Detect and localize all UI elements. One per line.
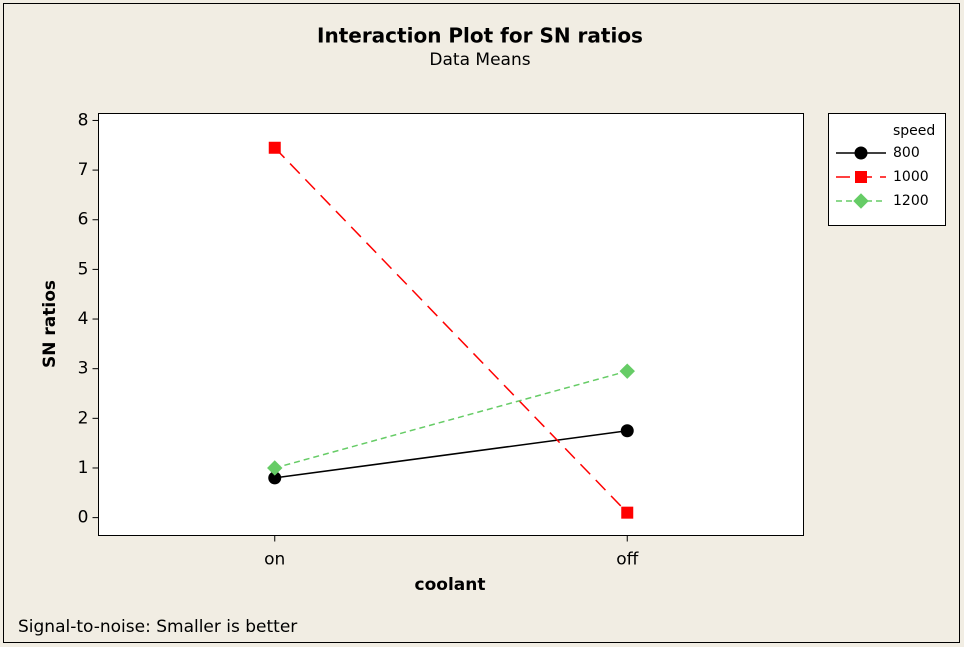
y-tick-label: 8 <box>78 110 89 130</box>
chart-subtitle: Data Means <box>429 50 530 70</box>
marker <box>267 460 283 476</box>
series-line <box>274 370 628 469</box>
marker <box>853 193 869 209</box>
marker <box>855 171 867 183</box>
y-tick-label: 6 <box>78 210 89 230</box>
legend-label: 1000 <box>893 169 929 185</box>
chart-title: Interaction Plot for SN ratios <box>317 24 643 48</box>
y-tick-label: 1 <box>78 458 89 478</box>
marker <box>854 146 868 160</box>
legend-box <box>828 113 946 226</box>
x-axis-label: coolant <box>415 575 486 595</box>
plot-area <box>98 113 804 536</box>
legend-title: speed <box>893 123 935 139</box>
y-tick-label: 5 <box>78 259 89 279</box>
marker <box>621 506 634 519</box>
marker <box>620 424 634 438</box>
y-tick-label: 3 <box>78 359 89 379</box>
legend-label: 1200 <box>893 193 929 209</box>
footnote: Signal-to-noise: Smaller is better <box>18 617 297 637</box>
y-tick-label: 4 <box>78 309 89 329</box>
marker <box>619 363 635 379</box>
y-tick-label: 2 <box>78 408 89 428</box>
series-line <box>274 147 628 514</box>
y-tick-label: 0 <box>78 508 89 528</box>
series-line <box>274 430 628 479</box>
x-tick-label: on <box>264 550 285 570</box>
legend-label: 800 <box>893 145 920 161</box>
y-axis-label: SN ratios <box>40 280 60 368</box>
y-tick-label: 7 <box>78 160 89 180</box>
frame <box>3 3 960 643</box>
x-tick-label: off <box>616 550 639 570</box>
marker <box>268 141 281 154</box>
